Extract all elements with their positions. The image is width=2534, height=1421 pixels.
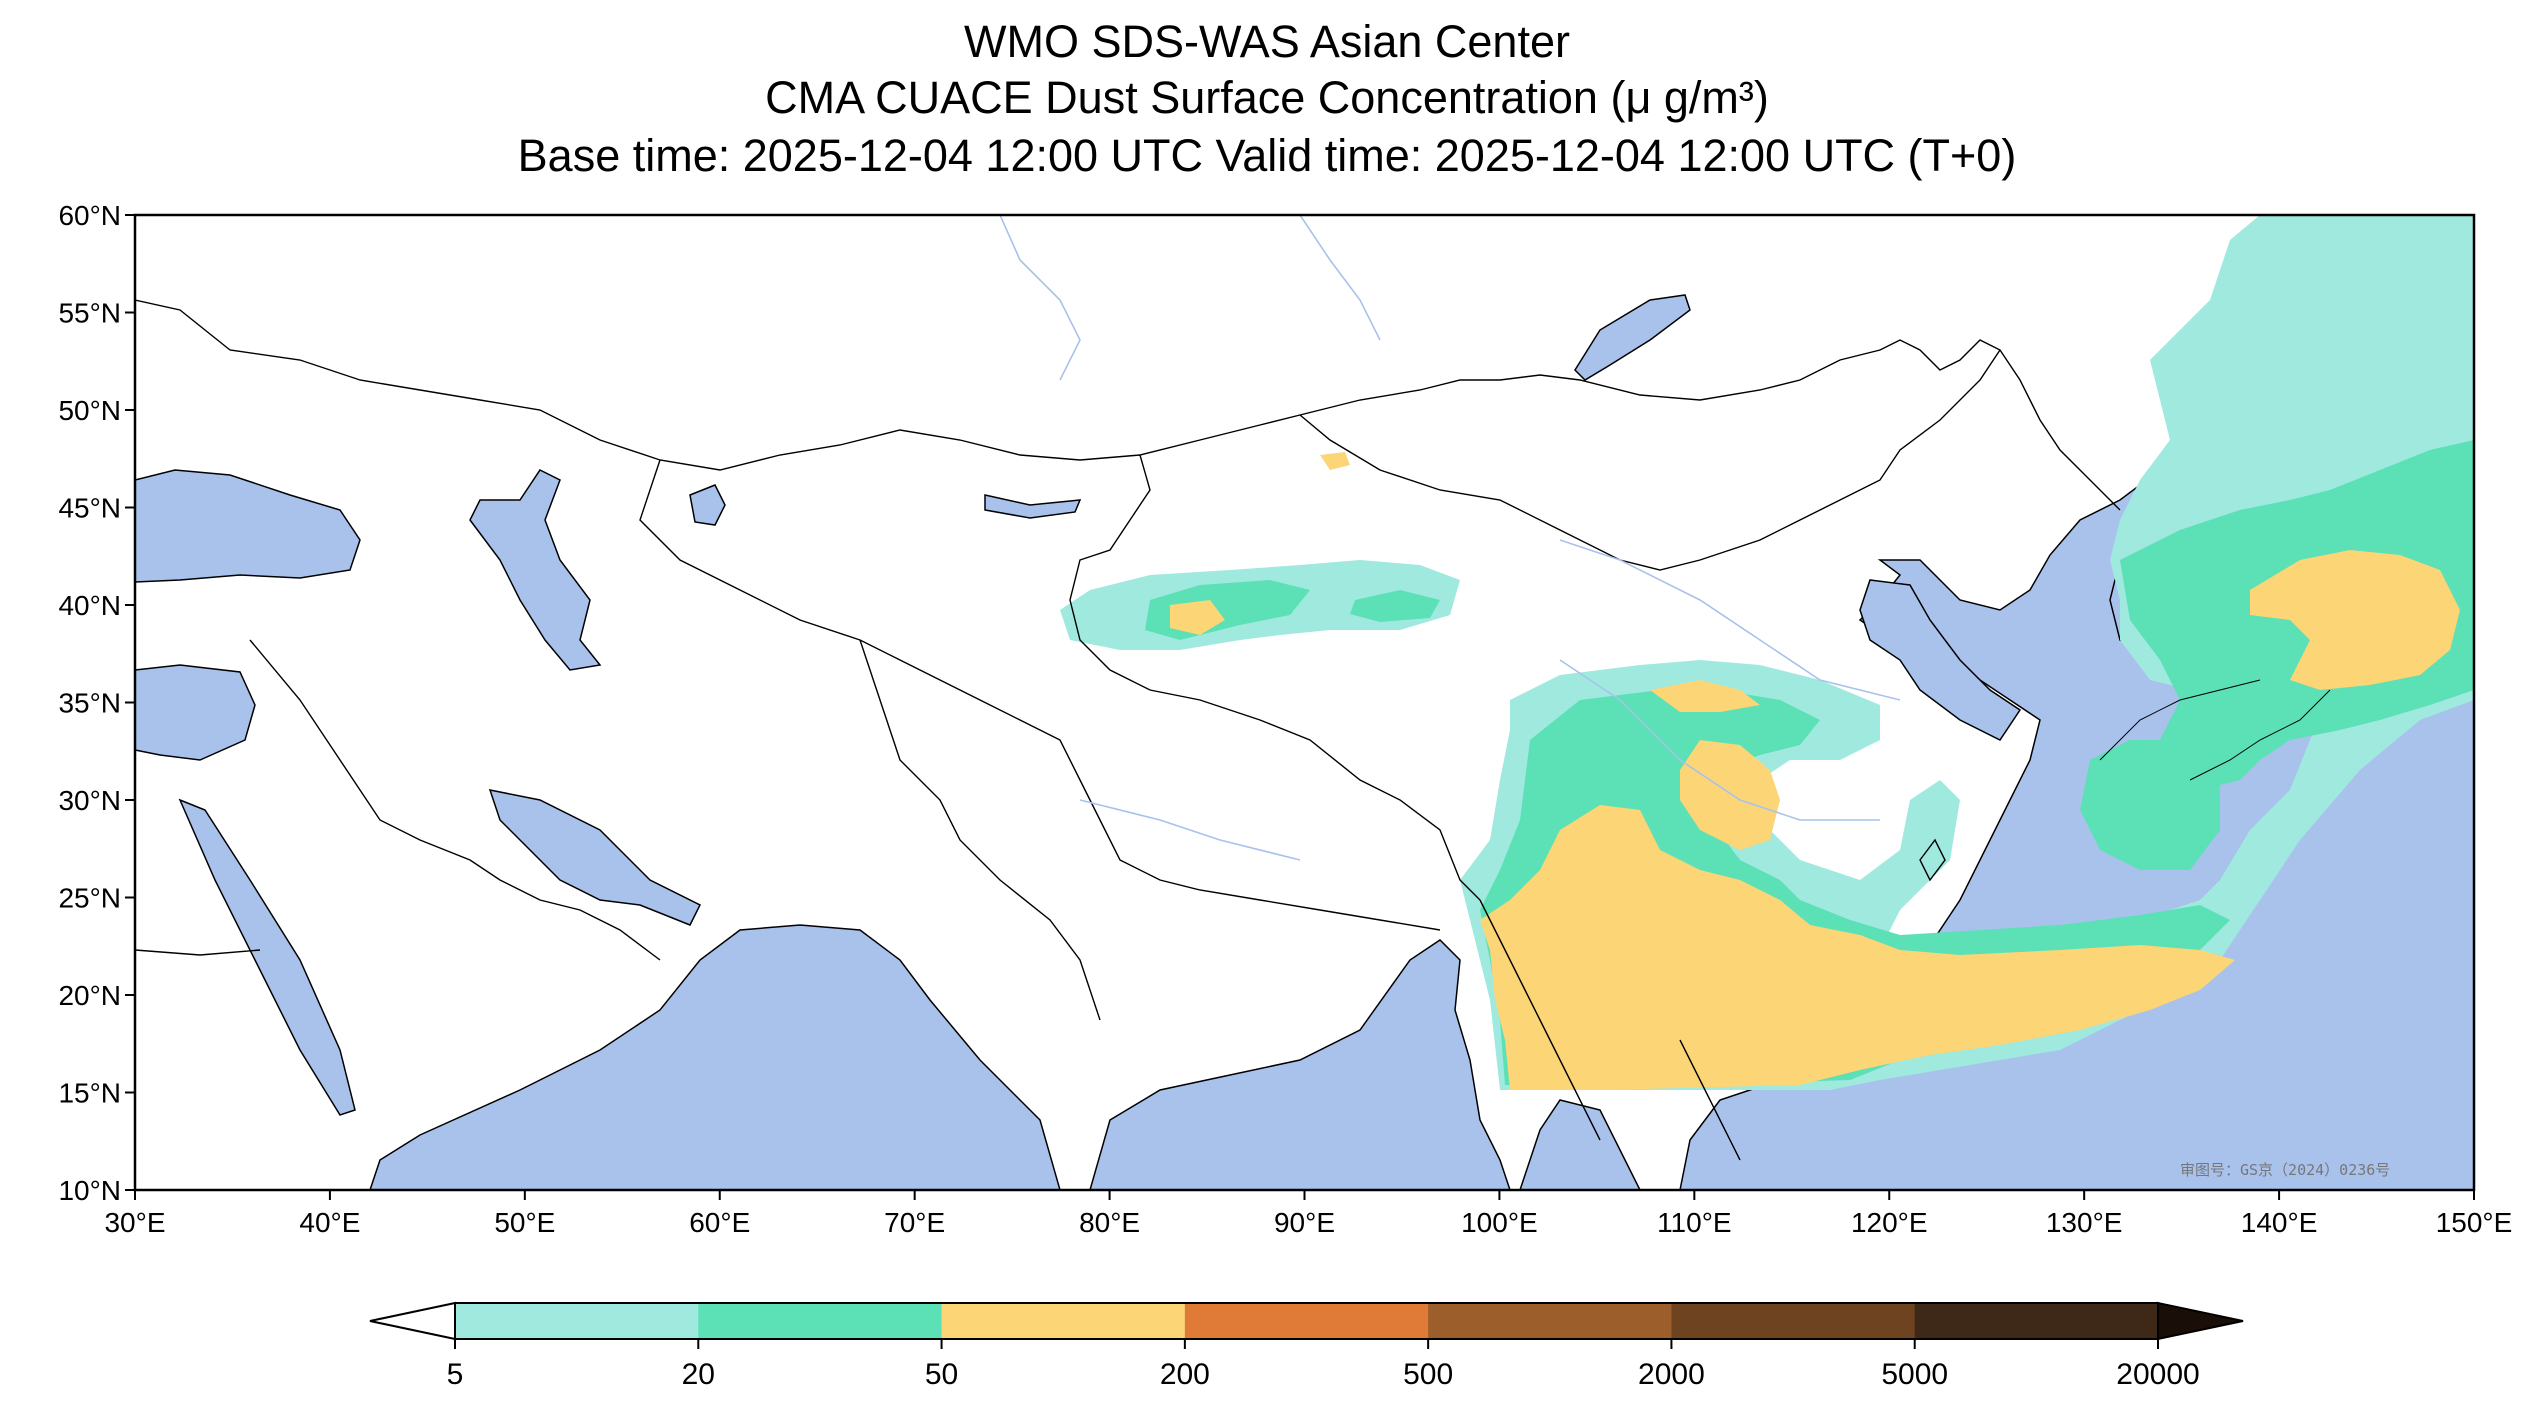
colorbar-tick-label: 5000 bbox=[1881, 1358, 1948, 1391]
lat-label: 35°N bbox=[58, 688, 121, 719]
lon-label: 90°E bbox=[1274, 1207, 1335, 1238]
rivers bbox=[999, 215, 1901, 861]
lon-label: 130°E bbox=[2046, 1207, 2123, 1238]
colorbar-segment bbox=[698, 1303, 943, 1339]
longitude-axis: 30°E 40°E 50°E 60°E 70°E 80°E 90°E 100°E 110°E 12… bbox=[104, 1190, 2512, 1238]
lon-label: 110°E bbox=[1657, 1207, 1732, 1238]
colorbar-segment bbox=[1428, 1303, 1672, 1339]
lat-label: 15°N bbox=[58, 1078, 121, 1109]
colorbar-segment bbox=[455, 1303, 699, 1339]
colorbar-over-extension bbox=[2157, 1301, 2244, 1341]
colorbar-frame bbox=[454, 1302, 2159, 1340]
lat-label: 55°N bbox=[58, 298, 121, 329]
title-line-2: CMA CUACE Dust Surface Concentration (μ … bbox=[765, 72, 1769, 123]
lon-label: 60°E bbox=[689, 1207, 750, 1238]
lat-label: 45°N bbox=[58, 493, 121, 524]
lat-label: 40°N bbox=[58, 590, 121, 621]
title-line-3: Base time: 2025-12-04 12:00 UTC Valid ti… bbox=[517, 130, 2017, 181]
boundaries bbox=[135, 299, 2331, 1161]
lat-label: 25°N bbox=[58, 883, 121, 914]
lon-label: 140°E bbox=[2241, 1207, 2318, 1238]
lon-label: 50°E bbox=[494, 1207, 555, 1238]
map-watermark: 审图号：GS京（2024）0236号 bbox=[2180, 1161, 2390, 1179]
colorbar-tick-labels: 5 20 50 200 500 2000 5000 20000 bbox=[447, 1339, 2200, 1391]
lat-label: 10°N bbox=[58, 1175, 121, 1206]
colorbar-segment bbox=[1184, 1303, 1429, 1339]
lon-label: 30°E bbox=[104, 1207, 165, 1238]
lon-label: 40°E bbox=[299, 1207, 360, 1238]
lat-label: 20°N bbox=[58, 980, 121, 1011]
colorbar-tick-label: 20 bbox=[682, 1358, 715, 1391]
title-block: WMO SDS-WAS Asian Center CMA CUACE Dust … bbox=[0, 14, 2534, 186]
colorbar-tick-label: 20000 bbox=[2116, 1358, 2199, 1391]
dust-shading bbox=[1060, 215, 2474, 1090]
lat-label: 50°N bbox=[58, 395, 121, 426]
title-line-1: WMO SDS-WAS Asian Center bbox=[964, 16, 1570, 67]
latitude-axis: 10°N 15°N 20°N 25°N 30°N 35°N 40°N 45°N 50°N 55°N… bbox=[58, 200, 135, 1206]
lon-label: 100°E bbox=[1461, 1207, 1538, 1238]
lon-label: 80°E bbox=[1079, 1207, 1140, 1238]
colorbar-tick-label: 200 bbox=[1160, 1358, 1210, 1391]
colorbar-tick-label: 5 bbox=[447, 1358, 464, 1391]
lat-label: 60°N bbox=[58, 200, 121, 231]
lat-label: 30°N bbox=[58, 785, 121, 816]
colorbar-segment bbox=[941, 1303, 1186, 1339]
lon-label: 70°E bbox=[884, 1207, 945, 1238]
colorbar-tick-label: 50 bbox=[925, 1358, 958, 1391]
colorbar-under-extension bbox=[369, 1301, 456, 1341]
colorbar-tick-label: 500 bbox=[1403, 1358, 1453, 1391]
colorbar-segments bbox=[369, 1301, 2244, 1341]
colorbar-tick-label: 2000 bbox=[1638, 1358, 1705, 1391]
colorbar-segment bbox=[1671, 1303, 1916, 1339]
colorbar-segment bbox=[1914, 1303, 2159, 1339]
lon-label: 150°E bbox=[2436, 1207, 2513, 1238]
lon-label: 120°E bbox=[1851, 1207, 1928, 1238]
